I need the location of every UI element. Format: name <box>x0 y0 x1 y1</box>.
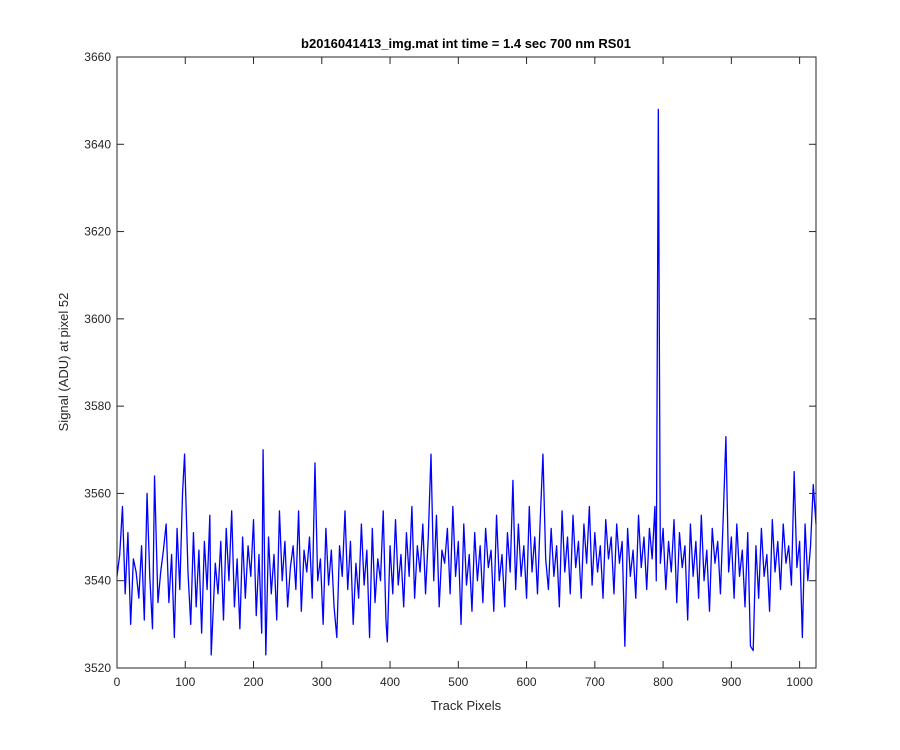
x-tick-label: 0 <box>114 675 121 689</box>
x-tick-label: 600 <box>517 675 537 689</box>
ticks-layer: 0 100 200 300 400 500 600 700 800 900 1000 3520 3540… <box>84 50 816 689</box>
y-tick-label: 3620 <box>84 225 111 239</box>
chart-title: b2016041413_img.mat int time = 1.4 sec 7… <box>301 36 631 51</box>
x-tick-label: 1000 <box>786 675 813 689</box>
x-tick-label: 700 <box>585 675 605 689</box>
y-tick-label: 3520 <box>84 661 111 675</box>
y-tick-label: 3640 <box>84 137 111 151</box>
x-tick-label: 300 <box>312 675 332 689</box>
x-tick-label: 500 <box>448 675 468 689</box>
axes-box <box>116 56 817 669</box>
x-axis-label: Track Pixels <box>431 698 502 713</box>
y-tick-label: 3580 <box>84 399 111 413</box>
x-tick-label: 400 <box>380 675 400 689</box>
series-line-0 <box>116 108 817 656</box>
x-tick-label: 100 <box>175 675 195 689</box>
series-layer <box>116 108 817 656</box>
x-tick-label: 200 <box>244 675 264 689</box>
axes-layer <box>116 56 817 669</box>
y-axis-label: Signal (ADU) at pixel 52 <box>56 293 71 432</box>
y-tick-label: 3540 <box>84 574 111 588</box>
x-tick-label: 900 <box>721 675 741 689</box>
y-tick-label: 3660 <box>84 50 111 64</box>
y-tick-label: 3560 <box>84 486 111 500</box>
y-tick-label: 3600 <box>84 312 111 326</box>
x-tick-label: 800 <box>653 675 673 689</box>
